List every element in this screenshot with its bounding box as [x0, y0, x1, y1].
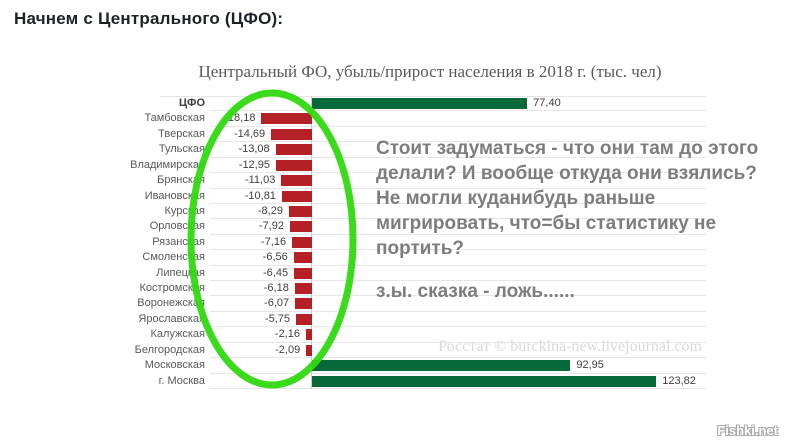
category-label: Липецкая [156, 266, 205, 279]
row-separator-line [210, 233, 706, 235]
category-label: Белгородская [134, 343, 205, 356]
category-label: Московская [144, 359, 205, 372]
annotation-line: Стоит задуматься - что они там до этого [376, 138, 759, 159]
negative-bar [294, 267, 312, 279]
chart-row: Ярославская -5,75 [0, 312, 802, 328]
row-separator-line [210, 280, 706, 282]
value-label: -6,07 [264, 297, 290, 310]
annotation-line: Не могли куданибудь раньше [376, 188, 656, 209]
category-label: Калужская [150, 328, 205, 341]
row-separator-line [210, 202, 706, 204]
negative-bar [294, 283, 312, 295]
value-label: -6,56 [262, 251, 288, 264]
row-separator-line [210, 357, 706, 359]
negative-bar [293, 252, 312, 264]
positive-bar [312, 360, 571, 372]
chart-row: ЦФО 77,40 [0, 96, 802, 112]
category-label: г. Москва [158, 374, 205, 387]
negative-bar [305, 329, 312, 341]
page-title: Начнем с Центрального (ЦФО): [14, 9, 284, 28]
value-label: 123,82 [662, 374, 696, 387]
category-label: ЦФО [179, 97, 205, 109]
row-separator-line [210, 125, 706, 127]
value-label: 77,40 [533, 97, 561, 109]
row-separator-line [210, 141, 706, 143]
annotation-line: портить? [376, 238, 465, 259]
value-label: -2,09 [275, 343, 301, 356]
annotation-line: мигрировать, что=бы статистику не [376, 213, 717, 234]
chart-row: Московская 92,95 [0, 358, 802, 374]
row-separator-line [210, 310, 706, 312]
negative-bar [296, 313, 312, 325]
chart-row: г. Москва 123,82 [0, 374, 802, 389]
row-separator-line [210, 372, 706, 374]
row-separator-line [210, 110, 706, 112]
negative-bar [295, 298, 312, 310]
value-label: -7,92 [258, 220, 284, 233]
row-separator-line [210, 387, 706, 389]
annotation-text: Стоит задуматься - что они там до этого … [376, 136, 758, 261]
annotation-line: делали? И вообще откуда они взялись? [376, 163, 757, 184]
category-label: Орловская [149, 220, 205, 233]
chart-row: Липецкая -6,45 [0, 266, 802, 282]
negative-bar [275, 144, 312, 156]
category-label: Тамбовская [144, 112, 205, 125]
category-label: Тульская [158, 143, 205, 156]
value-label: 92,95 [576, 359, 604, 372]
value-label: -13,08 [238, 143, 270, 156]
row-separator-line [210, 295, 706, 297]
category-label: Ярославская [138, 312, 205, 325]
value-label: -6,45 [262, 266, 289, 279]
value-label: -5,75 [264, 312, 290, 325]
positive-bar [312, 375, 657, 387]
row-separator-line [210, 264, 706, 266]
value-label: -10,81 [244, 189, 276, 202]
row-separator-line [210, 172, 706, 174]
row-separator-line [210, 341, 706, 343]
negative-bar [289, 221, 312, 233]
category-label: Курская [164, 204, 205, 217]
value-label: -8,29 [257, 204, 283, 217]
negative-bar [288, 205, 312, 217]
category-label: Рязанская [152, 235, 205, 248]
plot-top-border [160, 96, 706, 97]
chart-title: Центральный ФО, убыль/прирост населения … [198, 62, 662, 81]
category-label: Тверская [158, 127, 205, 140]
value-label: -11,03 [244, 174, 276, 187]
source-watermark: Росстат © burckina-new.livejournal.com [438, 338, 702, 355]
category-label: Смоленская [142, 251, 205, 264]
category-label: Брянская [157, 174, 205, 187]
category-label: Костромская [139, 282, 206, 295]
negative-bar [271, 128, 312, 140]
negative-bar [292, 236, 312, 248]
positive-bar [312, 98, 528, 109]
value-label: -14,69 [233, 127, 266, 140]
row-separator-line [210, 249, 706, 251]
chart-row: Тамбовская -18,18 [0, 111, 802, 127]
row-separator-line [210, 326, 706, 328]
value-label: -7,16 [261, 235, 287, 248]
value-label: -2,16 [274, 328, 300, 341]
value-label: -12,95 [238, 158, 270, 171]
negative-bar [306, 344, 312, 356]
category-label: Владимирская [130, 158, 205, 171]
category-label: Воронежская [137, 297, 205, 310]
ps-note: з.ы. сказка - ложь...... [376, 281, 575, 302]
row-separator-line [210, 187, 706, 189]
category-label: Ивановская [144, 189, 205, 202]
value-label: -18,18 [224, 112, 256, 125]
negative-bar [275, 159, 312, 171]
negative-bar [281, 175, 312, 187]
site-watermark: Fishki.net [717, 423, 778, 438]
negative-bar [261, 113, 312, 125]
value-label: -6,18 [263, 282, 289, 295]
row-separator-line [210, 156, 706, 158]
negative-bar [281, 190, 312, 202]
row-separator-line [210, 218, 706, 220]
